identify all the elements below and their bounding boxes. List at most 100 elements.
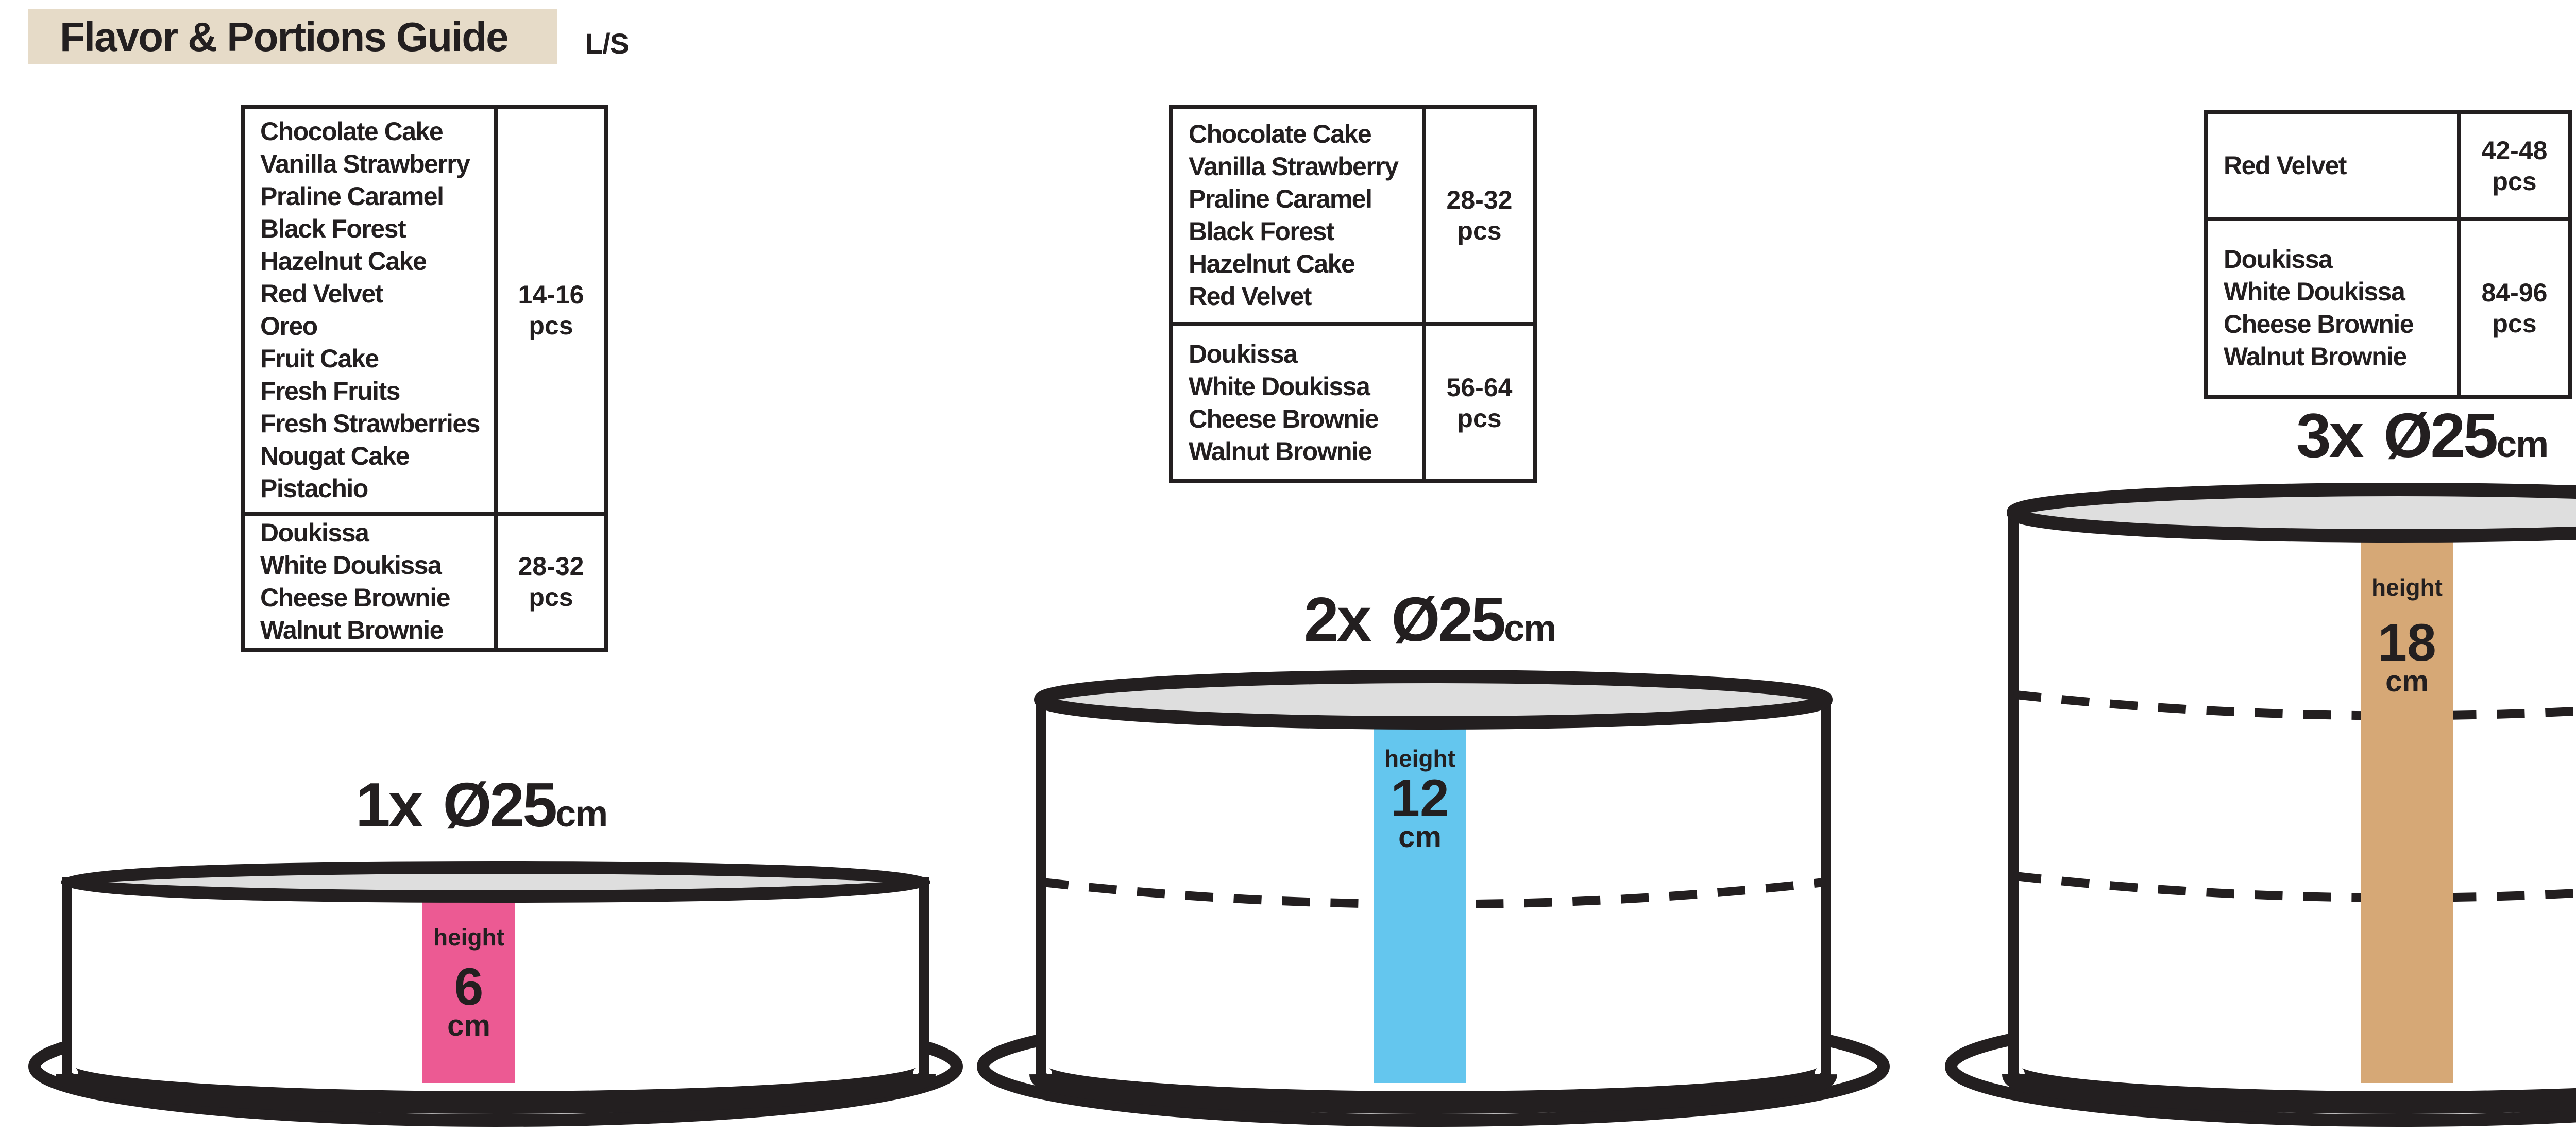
flavor-item: Cheese Brownie [1189,404,1379,433]
portion-unit: pcs [2492,166,2537,196]
cake-1-size-label: 1x Ø25cm [249,769,713,841]
portion-range: 28-32 [1446,185,1513,214]
flavor-item: Chocolate Cake [1189,120,1372,148]
height-marker-value: 6 [454,957,484,1016]
portion-unit: pcs [1457,216,1502,245]
flavor-item: Vanilla Strawberry [1189,152,1399,181]
height-marker-value: 12 [1391,769,1449,827]
table-row: Doukissa White Doukissa Cheese Brownie Waln… [2208,221,2568,395]
portion-range: 14-16 [518,280,584,309]
cake-top [61,861,930,903]
table-row: Chocolate Cake Vanilla Strawberry Praline … [1173,109,1533,326]
cake-2-medium: height 12 cm [977,670,1890,1127]
height-marker-bar [1374,702,1466,1083]
portion-unit: pcs [2492,309,2537,338]
portions-table-medium-cake: Chocolate Cake Vanilla Strawberry Praline … [1169,105,1537,483]
height-marker-unit: cm [1398,820,1442,854]
height-marker-value: 18 [2378,613,2436,672]
height-marker-unit: cm [2385,665,2429,698]
flavor-item: Pistachio [260,474,368,503]
cake-diameter: Ø25 [1391,584,1506,654]
flavor-item: Walnut Brownie [1189,436,1372,466]
flavor-item: Chocolate Cake [260,117,444,146]
cake-diameter-unit: cm [1504,608,1556,649]
portions-table-small-cake: Chocolate Cake Vanilla Strawberry Praline … [241,105,608,652]
height-marker-word: height [2371,574,2443,601]
flavor-item: Cheese Brownie [260,583,451,612]
flavor-item: Hazelnut Cake [1189,249,1355,278]
cake-bottom-rim [1029,1067,1837,1114]
flavor-list: Doukissa White Doukissa Cheese Brownie Waln… [245,516,498,648]
cake-3-size-label: 3x Ø25cm [2190,399,2576,471]
flavor-item: Doukissa [1189,339,1298,368]
cake-bottom-rim [2002,1067,2576,1114]
flavor-item: Oreo [260,312,318,341]
flavor-list: Doukissa White Doukissa Cheese Brownie Waln… [1173,326,1426,479]
cake-diameter: Ø25 [2383,400,2499,470]
cake-count: 1x [355,770,423,840]
flavor-item: Cheese Brownie [2224,310,2414,338]
flavor-item: Praline Caramel [260,182,444,211]
portion-unit: pcs [1457,403,1502,433]
portions-table-large-cake: Red Velvet 42-48 pcs Doukissa White Douki… [2204,110,2572,399]
cake-2-size-label: 2x Ø25cm [1198,583,1662,655]
cake-top [2007,483,2576,543]
cake-count: 3x [2296,400,2364,470]
size-code-label: L/S [585,27,629,60]
flavor-item: White Doukissa [260,551,442,580]
height-marker-bar [422,885,515,1083]
flavor-item: Doukissa [2224,245,2333,274]
flavor-item: Walnut Brownie [2224,342,2407,371]
flavor-item: Red Velvet [2224,151,2347,180]
tier-divider-dashed-line [2013,871,2576,902]
portion-unit: pcs [529,311,573,340]
flavor-item: Black Forest [260,214,406,243]
page-title: Flavor & Portions Guide [60,13,509,60]
portion-range: 84-96 [2481,278,2548,307]
table-row: Chocolate Cake Vanilla Strawberry Praline … [245,109,604,516]
flavor-item: Vanilla Strawberry [260,149,470,178]
flavor-item: Fruit Cake [260,344,379,373]
portion-range: 56-64 [1446,373,1513,402]
cake-3-large: height 18 cm [1945,483,2576,1127]
portion-range: 28-32 [518,552,584,581]
flavor-list: Chocolate Cake Vanilla Strawberry Praline … [245,109,498,512]
flavor-item: White Doukissa [2224,277,2405,306]
height-marker-word: height [1384,745,1455,772]
flavor-item: Red Velvet [1189,282,1312,311]
portion-count: 84-96 pcs [2461,221,2568,395]
portion-count: 28-32 pcs [498,516,604,648]
flavor-item: Hazelnut Cake [260,247,427,276]
portion-range: 42-48 [2481,136,2548,165]
cake-diameter-unit: cm [555,793,608,835]
flavor-list: Red Velvet [2208,114,2461,217]
title-bar: Flavor & Portions Guide [28,9,557,64]
cake-bottom-rim [56,1067,936,1114]
table-row: Red Velvet 42-48 pcs [2208,114,2568,221]
table-row: Doukissa White Doukissa Cheese Brownie Waln… [1173,326,1533,479]
flavor-item: Doukissa [260,518,369,547]
flavor-item: Black Forest [1189,217,1335,246]
portion-count: 42-48 pcs [2461,114,2568,217]
cake-top [1034,670,1833,730]
flavor-item: Praline Caramel [1189,184,1372,213]
flavor-item: White Doukissa [1189,371,1370,401]
flavor-item: Fresh Fruits [260,377,400,405]
flavor-list: Doukissa White Doukissa Cheese Brownie Waln… [2208,221,2461,395]
flavor-list: Chocolate Cake Vanilla Strawberry Praline … [1173,109,1426,322]
portion-count: 28-32 pcs [1426,109,1533,322]
portion-count: 14-16 pcs [498,109,604,512]
portion-unit: pcs [529,583,573,612]
flavor-item: Nougat Cake [260,442,410,470]
flavor-item: Red Velvet [260,279,383,308]
cake-diameter-unit: cm [2496,424,2549,465]
cake-1-small: height 6 cm [28,861,963,1127]
cake-count: 2x [1303,584,1372,654]
cake-body [2008,507,2576,1108]
height-marker-word: height [433,924,504,951]
cake-diameter: Ø25 [443,770,558,840]
flavor-item: Walnut Brownie [260,616,444,645]
height-marker-bar [2361,515,2453,1083]
